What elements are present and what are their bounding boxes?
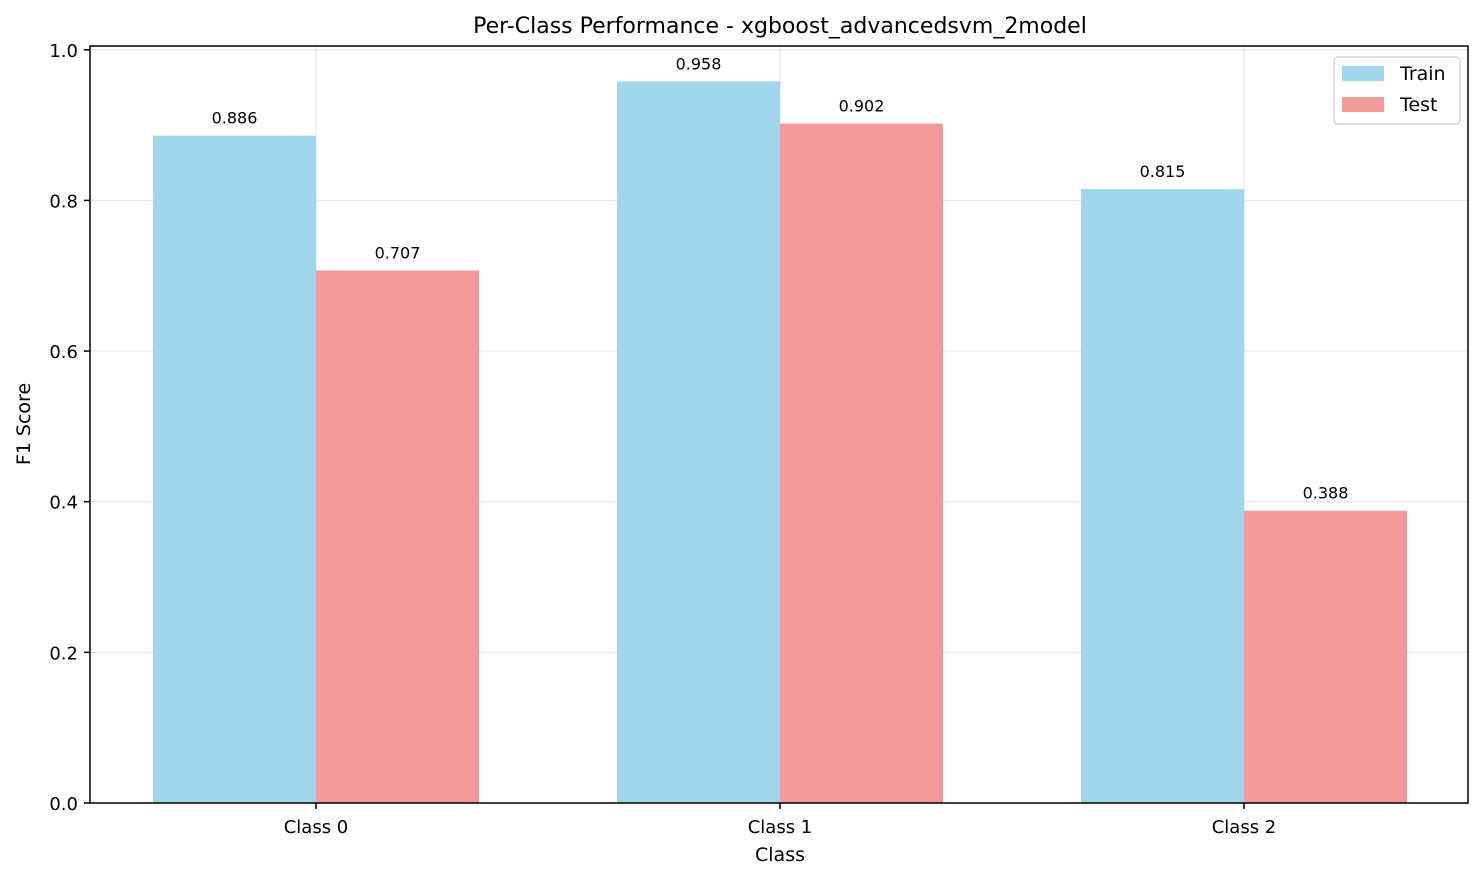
y-tick-label-5: 1.0 — [49, 41, 78, 62]
data-label-train-2: 0.815 — [1140, 162, 1186, 181]
data-label-test-0: 0.707 — [375, 243, 421, 262]
legend-label-test: Test — [1399, 94, 1437, 116]
legend: Train Test — [1333, 56, 1461, 125]
y-tick-label-0: 0.0 — [49, 794, 78, 815]
bar-train-0 — [153, 135, 316, 803]
bar-train-1 — [617, 81, 780, 804]
data-label-train-0: 0.886 — [212, 109, 258, 128]
y-tick-label-4: 0.8 — [49, 191, 78, 212]
x-tick-label-2: Class 2 — [1212, 817, 1277, 838]
plot-frame — [89, 45, 1469, 804]
bar-test-1 — [780, 123, 943, 804]
y-axis-label: F1 Score — [13, 383, 35, 465]
legend-label-train: Train — [1399, 63, 1446, 85]
bar-test-0 — [316, 270, 479, 803]
y-tick-label-2: 0.4 — [49, 493, 78, 514]
chart-title: Per-Class Performance - xgboost_advanced… — [473, 14, 1087, 39]
x-tick-label-0: Class 0 — [284, 817, 349, 838]
bar-test-2 — [1244, 510, 1407, 803]
x-axis-ticks: Class 0 Class 1 Class 2 — [284, 803, 1277, 838]
data-label-test-1: 0.902 — [839, 97, 885, 116]
bar-train-2 — [1081, 189, 1244, 803]
data-labels: 0.886 0.958 0.815 0.707 0.902 0.388 — [212, 54, 1349, 502]
x-tick-label-1: Class 1 — [748, 817, 813, 838]
y-axis-ticks: 0.0 0.2 0.4 0.6 0.8 1.0 — [49, 41, 90, 815]
legend-swatch-train — [1342, 66, 1384, 81]
legend-swatch-test — [1342, 97, 1384, 112]
data-label-train-1: 0.958 — [676, 54, 722, 73]
y-tick-label-1: 0.2 — [49, 643, 78, 664]
data-label-test-2: 0.388 — [1303, 484, 1349, 503]
y-tick-label-3: 0.6 — [49, 342, 78, 363]
x-axis-label: Class — [755, 844, 805, 866]
bars — [153, 81, 1407, 804]
